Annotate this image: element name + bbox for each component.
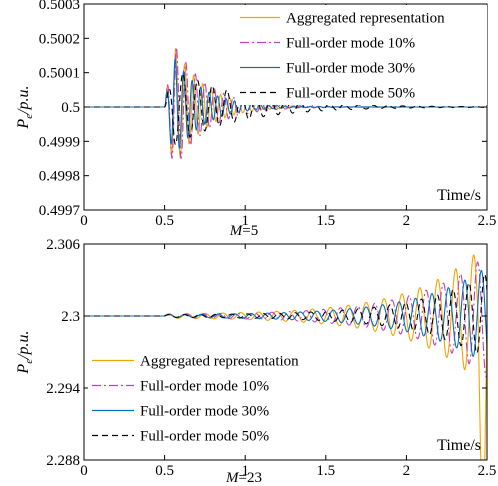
x-axis-title: Time/s xyxy=(437,187,481,204)
y-tick-label: 2.3 xyxy=(61,309,80,325)
legend: Aggregated representation Full-order mode… xyxy=(88,348,348,448)
x-tick-label: 2.5 xyxy=(478,213,497,229)
x-tick-label: 2 xyxy=(403,463,411,479)
y-tick-label: 0.5003 xyxy=(39,0,80,13)
y-tick-label: 0.5002 xyxy=(39,31,80,47)
x-tick-label: 1 xyxy=(241,213,249,229)
legend-entry-label: Full-order mode 50% xyxy=(286,86,415,102)
chart-panel-2: 0 0.5 1 1.5 2 2.5 2.288 2.294 2.3 2.306 Pe/p.u. Tim… xyxy=(15,237,496,486)
series-lines xyxy=(84,254,487,460)
x-tick-label: 1.5 xyxy=(316,213,335,229)
y-tick-label: 0.4997 xyxy=(39,203,81,219)
y-tick-label: 0.5 xyxy=(61,100,80,116)
y-tick-label: 2.294 xyxy=(46,381,80,397)
x-tick-label: 0.5 xyxy=(155,213,174,229)
legend-entry-label: Full-order mode 30% xyxy=(140,404,269,420)
x-tick-label: 1.5 xyxy=(316,463,335,479)
legend-entry-label: Full-order mode 10% xyxy=(140,379,269,395)
x-tick-label: 2.5 xyxy=(478,463,497,479)
legend-entry-label: Full-order mode 50% xyxy=(140,429,269,445)
legend-entry-label: Full-order mode 30% xyxy=(286,61,415,77)
legend-background xyxy=(88,348,348,448)
y-axis-title: Pe/p.u. xyxy=(15,85,35,129)
x-tick-label: 1 xyxy=(241,463,249,479)
panel-label: M=5 xyxy=(229,223,258,239)
chart-panel-1: 0 0.5 1 1.5 2 2.5 0.4997 0.4998 0.4999 0.5 0.5001 0… xyxy=(15,0,496,239)
legend-entry-label: Full-order mode 10% xyxy=(286,36,415,52)
y-tick-label: 2.288 xyxy=(46,453,80,469)
series-line-2 xyxy=(84,261,487,378)
y-axis-title: Pe/p.u. xyxy=(15,330,35,374)
legend-entry-label: Aggregated representation xyxy=(286,11,445,27)
x-axis-title: Time/s xyxy=(437,437,481,454)
y-tick-label: 2.306 xyxy=(46,237,80,253)
x-tick-label: 0.5 xyxy=(155,463,174,479)
y-tick-label: 0.4999 xyxy=(39,134,80,150)
legend-background xyxy=(236,5,487,105)
series-line-3 xyxy=(84,269,487,358)
x-tick-label: 2 xyxy=(403,213,411,229)
panel-label: M=23 xyxy=(225,470,262,486)
legend: Aggregated representation Full-order mode… xyxy=(236,5,487,105)
legend-entry-label: Aggregated representation xyxy=(140,354,299,370)
series-lines xyxy=(84,45,487,160)
series-line-4 xyxy=(84,72,487,146)
x-tick-label: 0 xyxy=(80,213,88,229)
y-tick-label: 0.5001 xyxy=(39,66,80,82)
plot-frame xyxy=(83,243,488,461)
y-tick-label: 0.4998 xyxy=(39,169,80,185)
x-tick-label: 0 xyxy=(80,463,88,479)
